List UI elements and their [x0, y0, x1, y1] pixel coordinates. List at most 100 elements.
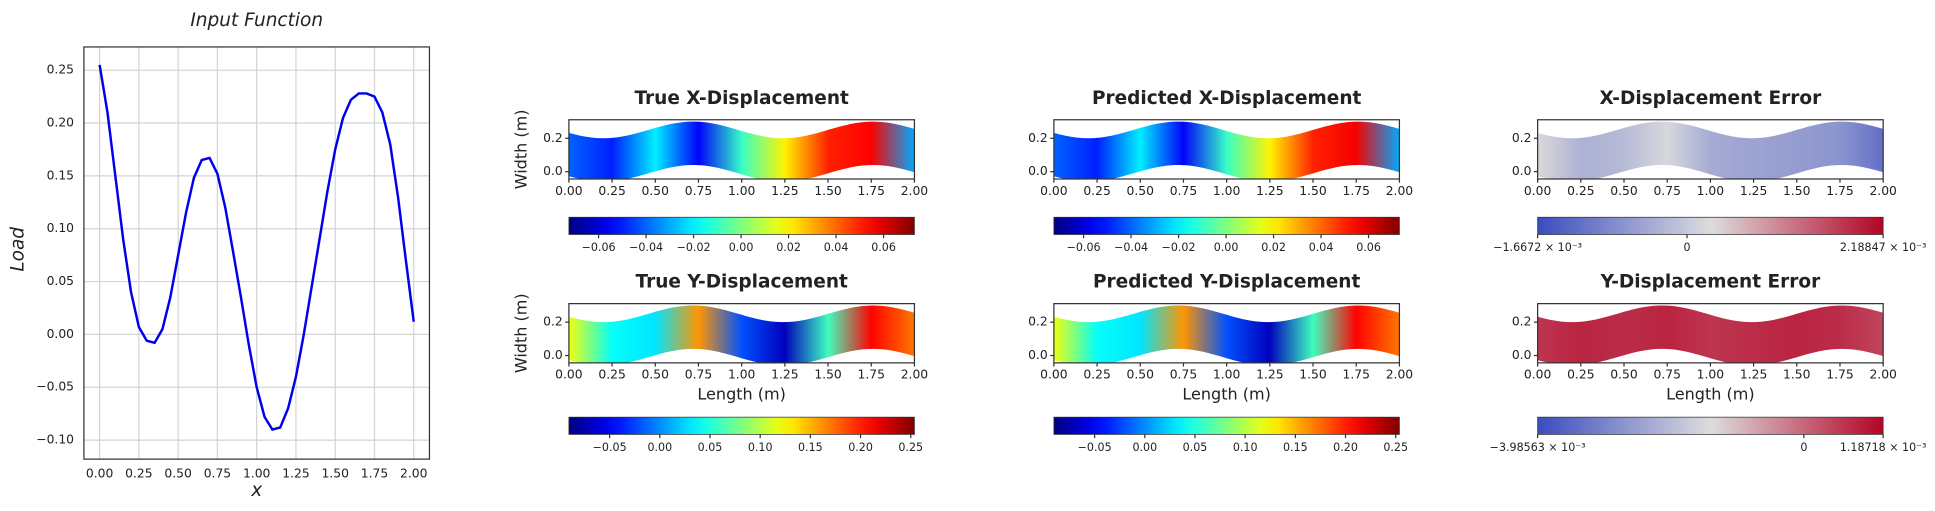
field-cell: [741, 305, 786, 363]
colorbar-tick-label: 0.20: [1333, 441, 1358, 454]
colorbar-tick-label: −0.05: [1078, 441, 1112, 454]
field: [1053, 305, 1400, 363]
colorbar: [1537, 416, 1884, 435]
field-cell: [741, 121, 786, 179]
field-cell: [1537, 305, 1582, 363]
colorbar-tick-label: −0.05: [593, 441, 627, 454]
colorbar-tick-label: 0.15: [1283, 441, 1308, 454]
x-tick-label: 1.00: [1697, 184, 1725, 198]
x-tick-label: 0.00: [1524, 184, 1552, 198]
x-tick-label: 0.50: [1127, 184, 1155, 198]
field-cell: [1053, 121, 1098, 179]
chart-title: Predicted Y-Displacement: [1093, 272, 1360, 293]
x-tick-label: 0.25: [598, 184, 625, 198]
field-cell: [654, 305, 699, 363]
field-cell: [654, 121, 699, 179]
field-cell: [1580, 305, 1625, 363]
x-tick-label: 1.50: [1783, 368, 1811, 382]
x-tick-label: 1.75: [361, 466, 388, 480]
x-tick-label: 0.50: [1610, 368, 1638, 382]
field-cell: [1139, 121, 1184, 179]
y-tick-label: 0.2: [1512, 315, 1532, 329]
colorbar: [1053, 216, 1400, 235]
field-cell: [698, 305, 743, 363]
x-tick-label: 0.50: [1127, 368, 1155, 382]
y-tick-label: 0.15: [47, 168, 74, 182]
x-axis-label: x: [250, 480, 263, 501]
line: [98, 64, 415, 431]
chart-title: Y-Displacement Error: [1600, 272, 1822, 293]
field-cell: [1796, 121, 1841, 179]
y-tick-label: 0.20: [47, 116, 75, 130]
x-tick-label: 0.00: [1040, 184, 1068, 198]
x-tick-label: 1.75: [858, 368, 885, 382]
field-cell: [1139, 305, 1184, 363]
colorbar-tick-label: 0.02: [776, 241, 801, 254]
field-cell: [1623, 305, 1668, 363]
y-tick-label: 0.05: [47, 274, 74, 288]
colorbar-tick-label: −0.06: [582, 241, 616, 254]
x-tick-label: 1.00: [1213, 368, 1241, 382]
colorbar-tick-label: 2.18847 × 10⁻³: [1840, 241, 1927, 254]
y-tick-label: 0.2: [1512, 131, 1532, 145]
colorbar-tick-label: 0.05: [1183, 441, 1208, 454]
x-tick-label: 1.00: [728, 184, 756, 198]
colorbar-tick-label: −0.02: [1162, 241, 1196, 254]
y-tick-label: 0.2: [543, 131, 563, 145]
colorbar-tick-label: −3.98563 × 10⁻³: [1490, 441, 1586, 454]
x-tick-label: 1.75: [1343, 368, 1370, 382]
field-cell: [1537, 121, 1582, 179]
colorbar-tick-label: −0.04: [629, 241, 663, 254]
y-tick-label: 0.0: [1028, 164, 1048, 178]
x-tick-label: 1.75: [1826, 368, 1853, 382]
x-axis-label: Length (m): [1182, 384, 1271, 403]
x-tick-label: 0.75: [1170, 368, 1197, 382]
field: [1537, 305, 1884, 363]
chart-title: True X-Displacement: [634, 88, 849, 109]
y-axis-label: Load: [8, 227, 29, 272]
x-tick-label: 1.00: [243, 466, 271, 480]
x-tick-label: 2.00: [400, 466, 428, 480]
field-cell: [698, 121, 743, 179]
colorbar-tick-label: 0.06: [1356, 241, 1381, 254]
x-tick-label: 0.00: [555, 184, 583, 198]
y-tick-label: 0.25: [47, 63, 74, 77]
x-tick-label: 1.25: [1740, 368, 1767, 382]
colorbar-tick-label: 0: [1800, 441, 1807, 454]
x-tick-label: 0.00: [555, 368, 583, 382]
x-tick-label: 1.25: [1740, 184, 1767, 198]
x-tick-label: 1.50: [814, 184, 842, 198]
field-cell: [1839, 305, 1884, 363]
x-tick-label: 0.75: [685, 368, 712, 382]
colorbar-tick-label: 0.10: [1233, 441, 1258, 454]
colorbar: [568, 216, 915, 235]
field-cell: [1753, 121, 1798, 179]
colorbar-tick-label: 0.15: [798, 441, 823, 454]
field-cell: [611, 305, 656, 363]
x-tick-label: 0.25: [598, 368, 625, 382]
y-tick-label: 0.10: [47, 221, 75, 235]
field-cell: [1183, 121, 1228, 179]
y-tick-label: 0.0: [1512, 348, 1532, 362]
field-cell: [1355, 305, 1400, 363]
colorbar-tick-label: 0.05: [698, 441, 723, 454]
field: [568, 305, 915, 363]
x-tick-label: 1.25: [1256, 368, 1283, 382]
colorbar-tick-label: 0.00: [729, 241, 754, 254]
colorbar-tick-label: 0.25: [1383, 441, 1408, 454]
x-axis-label: Length (m): [697, 384, 786, 403]
y-tick-label: 0.0: [543, 164, 563, 178]
field-cell: [1312, 121, 1357, 179]
colorbar-tick-label: 0.10: [748, 441, 773, 454]
y-tick-label: 0.2: [1028, 315, 1048, 329]
x-tick-label: 0.00: [1524, 368, 1552, 382]
x-tick-label: 0.25: [1567, 184, 1594, 198]
colorbar: [1053, 416, 1400, 435]
field-cell: [1053, 305, 1098, 363]
field-cell: [827, 305, 872, 363]
x-tick-label: 2.00: [1869, 368, 1897, 382]
x-tick-label: 1.50: [1299, 184, 1327, 198]
field-cell: [1839, 121, 1884, 179]
x-tick-label: 1.50: [814, 368, 842, 382]
